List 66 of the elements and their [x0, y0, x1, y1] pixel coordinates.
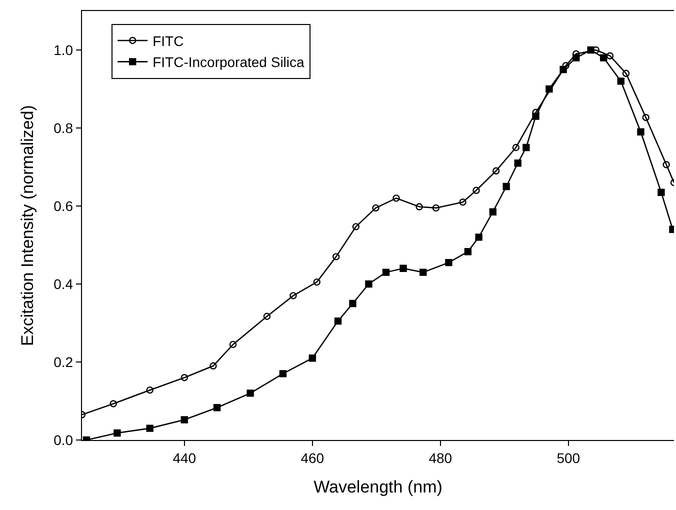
point	[146, 424, 154, 432]
point	[416, 203, 423, 210]
x-tick-label: 480	[428, 450, 452, 466]
y-tick-label: 0.8	[54, 120, 74, 136]
point	[587, 46, 594, 54]
x-axis-title: Wavelength (nm)	[314, 477, 442, 496]
point	[308, 354, 316, 362]
point	[420, 268, 427, 276]
legend-label: FITC	[152, 32, 184, 49]
y-axis-title: Excitation Intensity (normalized)	[18, 105, 38, 346]
x-tick-label: 500	[556, 450, 580, 466]
point	[246, 390, 254, 397]
point	[114, 429, 121, 437]
point	[372, 204, 380, 212]
point	[110, 400, 117, 408]
point	[332, 253, 340, 260]
point	[392, 194, 400, 202]
point	[562, 62, 570, 70]
point	[662, 161, 670, 168]
point	[600, 54, 608, 62]
x-tick-label: 460	[300, 450, 324, 466]
point	[617, 78, 624, 85]
point	[459, 198, 466, 206]
point	[349, 300, 356, 308]
point	[213, 404, 221, 412]
point	[352, 223, 360, 230]
y-tick-label: 0.2	[54, 354, 74, 370]
point	[146, 386, 154, 394]
point	[400, 264, 407, 272]
point	[290, 292, 297, 300]
point	[382, 268, 390, 276]
point	[642, 114, 650, 122]
legend-label: FITC-Incorporated Silica	[152, 54, 305, 70]
point	[432, 204, 440, 212]
y-tick-label: 0.4	[54, 276, 74, 292]
point	[472, 186, 480, 194]
x-tick-label: 440	[172, 450, 196, 466]
point	[658, 188, 665, 196]
point	[532, 112, 540, 120]
point	[445, 258, 452, 266]
point	[489, 208, 496, 216]
point	[210, 362, 217, 370]
point	[560, 66, 567, 74]
point	[512, 144, 520, 152]
point	[606, 52, 614, 60]
point	[637, 128, 644, 136]
point	[313, 278, 320, 286]
y-tick-label: 0.0	[54, 432, 74, 448]
point	[572, 54, 580, 62]
y-tick-label: 0.6	[54, 198, 74, 214]
point	[464, 248, 472, 256]
point	[514, 160, 522, 167]
point	[180, 374, 188, 382]
point	[263, 312, 271, 320]
y-tick-label: 1.0	[54, 42, 74, 58]
point	[229, 340, 237, 348]
point	[546, 85, 553, 93]
point	[522, 144, 530, 152]
point	[492, 167, 500, 174]
point	[279, 370, 287, 378]
point	[180, 416, 188, 424]
point	[502, 182, 510, 190]
point	[622, 70, 630, 77]
point	[334, 317, 342, 325]
point	[475, 234, 482, 241]
point	[365, 280, 372, 288]
